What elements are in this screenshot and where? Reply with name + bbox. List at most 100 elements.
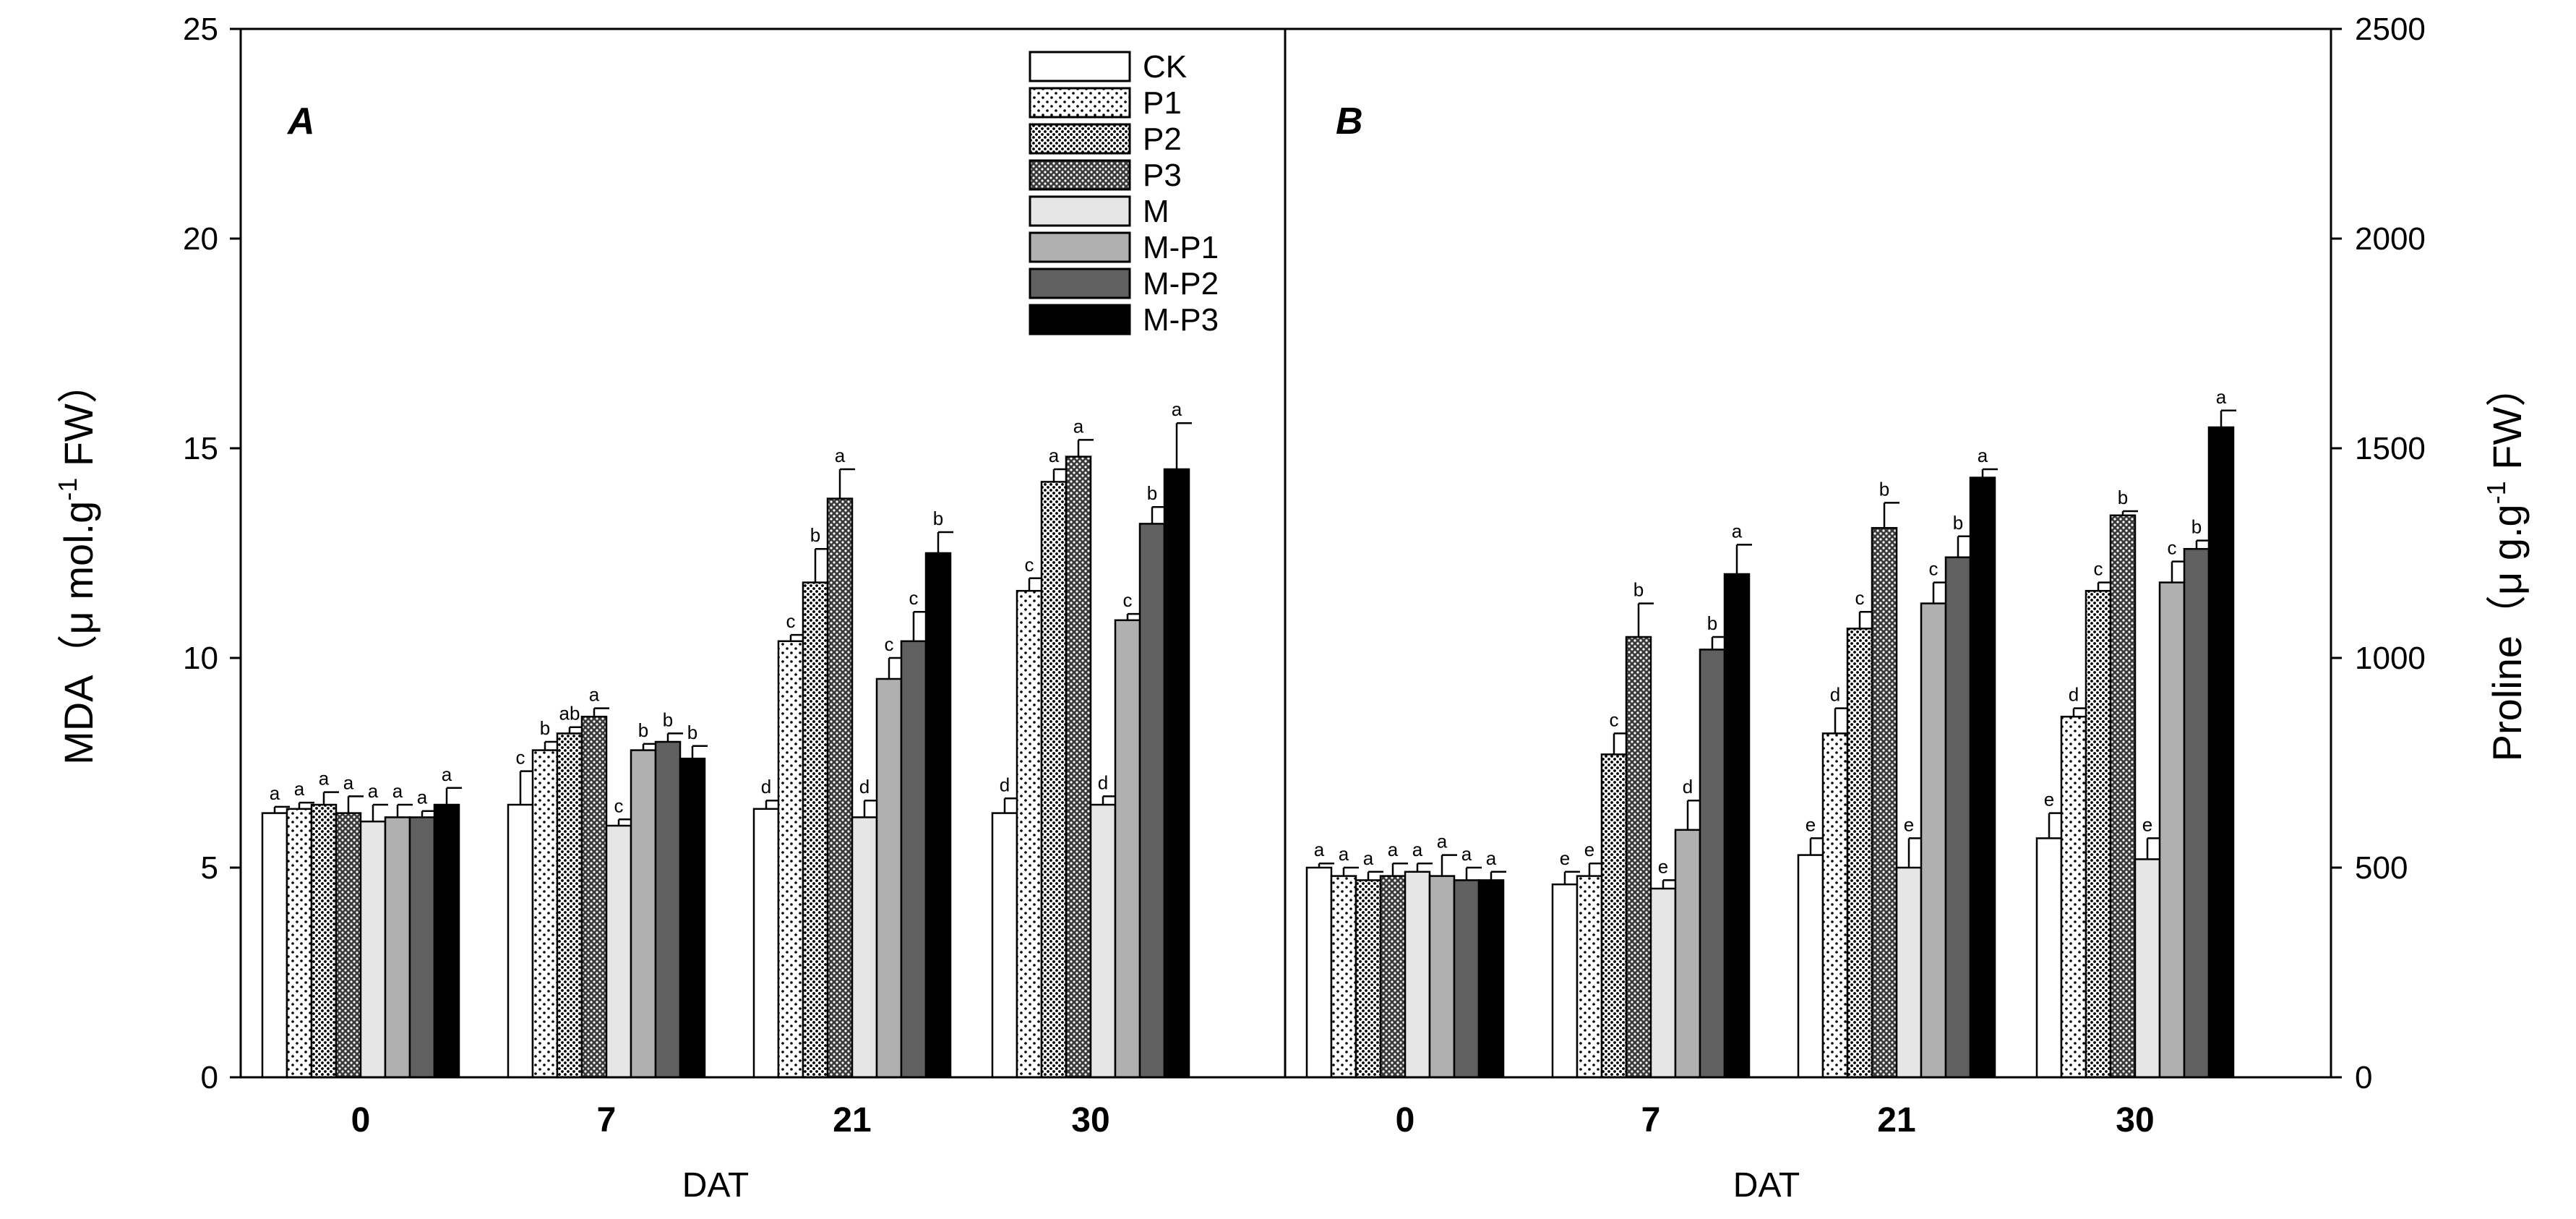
bar-m [1895, 866, 1923, 1079]
y-tick-label: 5 [201, 850, 218, 886]
significance-letter: e [1658, 855, 1668, 877]
significance-letter: b [687, 722, 697, 743]
y-tick-label: 2500 [2355, 12, 2426, 47]
bar-m-p1 [1920, 602, 1947, 1079]
y-tick-label: 15 [183, 431, 218, 466]
y-tick-label: 25 [183, 12, 218, 47]
panel-b-frame [1284, 27, 2332, 1079]
significance-letter: c [1123, 589, 1133, 611]
bar-p1 [1576, 875, 1603, 1079]
significance-letter: a [294, 778, 305, 800]
bar-m-p1 [384, 816, 411, 1079]
bar-m-p2 [1453, 879, 1480, 1079]
y-tick-label: 1500 [2355, 431, 2426, 466]
significance-letter: a [1437, 831, 1448, 852]
legend-label: P3 [1143, 158, 1182, 193]
bar-ck [752, 808, 780, 1079]
significance-letter: d [2069, 684, 2079, 706]
x-tick-label: 0 [1396, 1101, 1415, 1139]
bar-m-p2 [1699, 649, 1726, 1079]
significance-letter: d [1000, 774, 1010, 795]
x-tick-label: 30 [2116, 1101, 2154, 1139]
bar-m-p2 [900, 640, 927, 1079]
significance-letter: c [1025, 554, 1034, 576]
y-tick-label: 2000 [2355, 221, 2426, 257]
significance-letter: a [1049, 445, 1060, 466]
significance-letter: b [933, 508, 943, 529]
significance-letter: a [2216, 386, 2227, 408]
significance-letter: c [2094, 558, 2103, 580]
bar-m-p1 [2158, 581, 2186, 1079]
significance-letter: b [1147, 482, 1157, 504]
legend-label: M-P2 [1143, 266, 1219, 301]
bar-p2 [310, 803, 338, 1079]
significance-letter: a [417, 787, 428, 808]
significance-letter: a [392, 780, 403, 802]
legend-swatch-m-p3 [1029, 304, 1131, 335]
bar-p3 [1871, 526, 1898, 1079]
significance-letter: e [2142, 813, 2152, 835]
bar-m [2134, 858, 2161, 1079]
significance-letter: a [368, 780, 379, 802]
y-tick-label: 0 [201, 1060, 218, 1095]
significance-letter: c [516, 747, 525, 769]
bar-m-p2 [654, 740, 682, 1079]
significance-letter: c [885, 633, 894, 655]
x-axis-label-left: DAT [682, 1166, 749, 1205]
significance-letter: b [2118, 487, 2128, 508]
bar-m-p3 [924, 552, 952, 1079]
bar-ck [1797, 854, 1824, 1079]
bar-m [1404, 871, 1431, 1079]
significance-letter: b [1633, 579, 1644, 601]
bar-ck [261, 812, 288, 1079]
significance-letter: b [810, 524, 820, 546]
significance-letter: c [2168, 537, 2177, 559]
significance-letter: d [1830, 684, 1840, 706]
significance-letter: a [1172, 398, 1182, 420]
bar-p2 [1846, 628, 1873, 1079]
bar-m-p2 [408, 816, 436, 1079]
bar-ck [1551, 883, 1579, 1079]
significance-letter: a [1412, 839, 1423, 860]
bar-m-p1 [875, 677, 903, 1079]
y-tick-label: 20 [183, 221, 218, 257]
significance-letter: c [1855, 587, 1865, 609]
significance-letter: c [1610, 709, 1619, 730]
significance-letter: a [1363, 847, 1374, 869]
bar-m-p1 [630, 749, 657, 1079]
significance-letter: d [1683, 776, 1693, 797]
bar-p3 [2109, 514, 2137, 1079]
significance-letter: a [1388, 839, 1399, 860]
bar-m-p2 [1944, 556, 1972, 1079]
bar-m-p1 [1114, 619, 1141, 1079]
legend-swatch-ck [1029, 51, 1131, 82]
bar-p2 [1600, 753, 1628, 1079]
x-tick-label: 21 [1877, 1101, 1915, 1139]
legend-label: M-P1 [1143, 230, 1219, 265]
bar-p1 [1330, 875, 1357, 1079]
bar-m-p3 [1723, 573, 1751, 1079]
bar-m-p2 [2183, 547, 2210, 1079]
legend-swatch-m-p1 [1029, 231, 1131, 263]
bar-m-p2 [1138, 523, 1166, 1079]
bar-p3 [580, 715, 608, 1079]
bar-p3 [1379, 875, 1407, 1079]
y-tick-label: 500 [2355, 850, 2408, 886]
x-axis-label-right: DAT [1733, 1166, 1800, 1205]
significance-letter: e [1904, 813, 1914, 835]
y-tick-label: 1000 [2355, 641, 2426, 676]
significance-letter: e [1584, 839, 1594, 860]
legend-swatch-p2 [1029, 123, 1131, 155]
bar-m-p1 [1674, 829, 1701, 1079]
panel-label-b: B [1336, 100, 1363, 142]
panel-label-a: A [286, 100, 315, 142]
legend-label: CK [1143, 49, 1187, 85]
legend-swatch-p1 [1029, 87, 1131, 119]
significance-letter: c [1929, 558, 1939, 580]
significance-letter: b [1707, 612, 1717, 634]
bar-m-p3 [1477, 879, 1505, 1079]
significance-letter: a [319, 768, 330, 790]
bar-p2 [556, 732, 583, 1079]
